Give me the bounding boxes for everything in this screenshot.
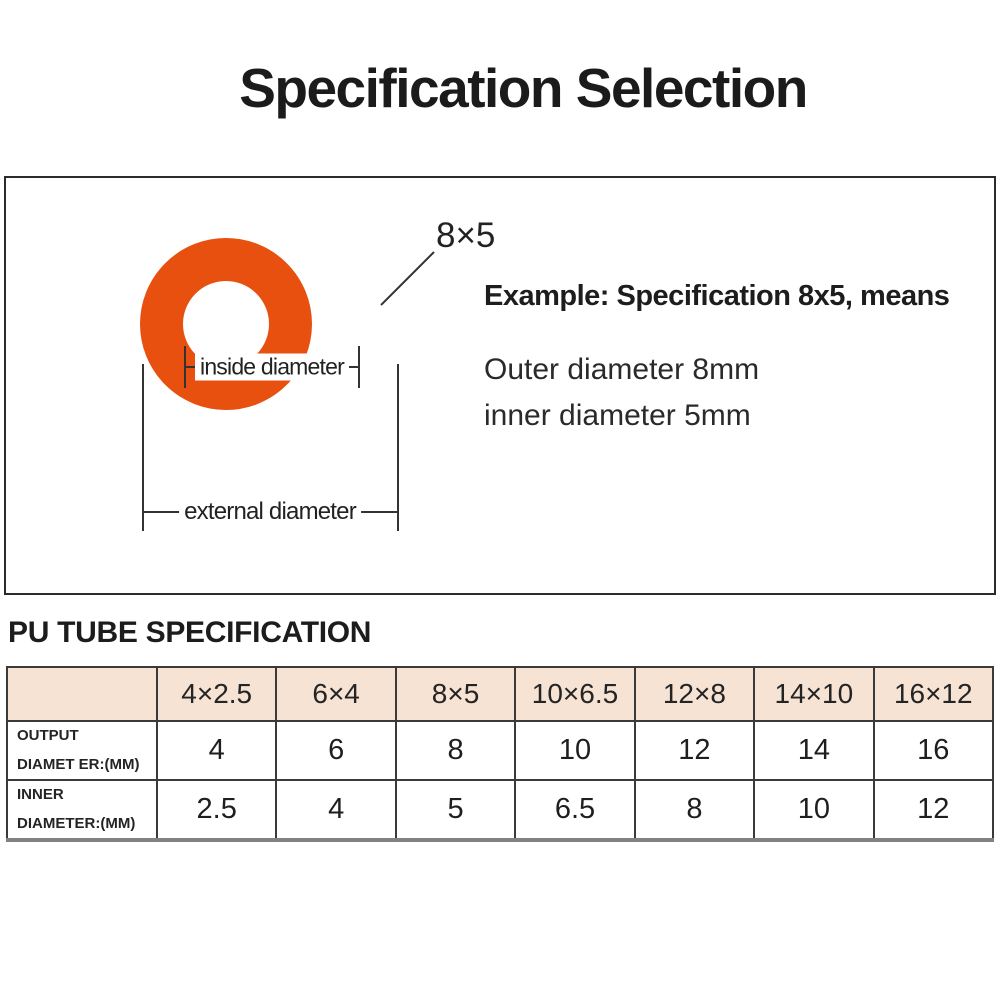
external-diameter-label: external diameter <box>179 498 361 526</box>
inner-diameter-value: 12 <box>872 779 995 842</box>
inside-diameter-label: inside diameter <box>195 353 349 381</box>
row-label-line1: OUTPUT <box>17 727 79 744</box>
spec-header-empty-cell <box>6 666 158 722</box>
table-row-output-diameter: OUTPUT DIAMET ER:(MM) 4 6 8 10 12 14 16 <box>6 720 995 781</box>
table-row-inner-diameter: INNER DIAMETER:(MM) 2.5 4 5 6.5 8 10 12 <box>6 779 995 842</box>
output-diameter-value: 6 <box>275 720 397 781</box>
inner-diameter-value: 10 <box>753 779 875 842</box>
row-label-line2: DIAMETER:(MM) <box>17 814 136 832</box>
output-diameter-value: 14 <box>753 720 875 781</box>
spec-table-header-row: 4×2.5 6×4 8×5 10×6.5 12×8 14×10 16×12 <box>6 666 995 722</box>
output-diameter-value: 12 <box>633 720 756 781</box>
spec-table: 4×2.5 6×4 8×5 10×6.5 12×8 14×10 16×12 OU… <box>6 666 995 842</box>
example-text-block: Example: Specification 8x5, means Outer … <box>484 280 984 439</box>
spec-column-header: 4×2.5 <box>155 666 278 722</box>
spec-callout-label: 8×5 <box>436 216 496 255</box>
spec-column-header: 8×5 <box>394 666 517 722</box>
spec-column-header: 10×6.5 <box>514 666 636 722</box>
spec-column-header: 16×12 <box>872 666 995 722</box>
spec-column-header: 12×8 <box>633 666 756 722</box>
row-label-line1: INNER <box>17 786 64 803</box>
output-diameter-value: 10 <box>514 720 636 781</box>
output-diameter-value: 16 <box>872 720 995 781</box>
example-panel: inside diameter external diameter 8×5 Ex… <box>4 176 996 595</box>
output-diameter-value: 8 <box>394 720 517 781</box>
page-title: Specification Selection <box>239 57 808 119</box>
row-label-line2: DIAMET ER:(MM) <box>17 755 140 773</box>
inner-diameter-value: 2.5 <box>155 779 278 842</box>
outer-diameter-line: Outer diameter 8mm <box>484 353 760 386</box>
table-heading: PU TUBE SPECIFICATION <box>8 616 372 649</box>
inner-diameter-value: 4 <box>275 779 397 842</box>
inner-diameter-value: 5 <box>394 779 517 842</box>
spec-column-header: 6×4 <box>275 666 397 722</box>
inner-diameter-value: 8 <box>633 779 756 842</box>
row-label-inner-diameter: INNER DIAMETER:(MM) <box>6 779 158 842</box>
row-label-output-diameter: OUTPUT DIAMET ER:(MM) <box>6 720 158 781</box>
spec-column-header: 14×10 <box>753 666 875 722</box>
inner-diameter-line: inner diameter 5mm <box>484 398 751 432</box>
example-heading: Example: Specification 8x5, means <box>484 280 950 312</box>
inner-diameter-value: 6.5 <box>514 779 636 842</box>
example-lines: Outer diameter 8mm inner diameter 5mm <box>484 347 984 439</box>
output-diameter-value: 4 <box>155 720 278 781</box>
